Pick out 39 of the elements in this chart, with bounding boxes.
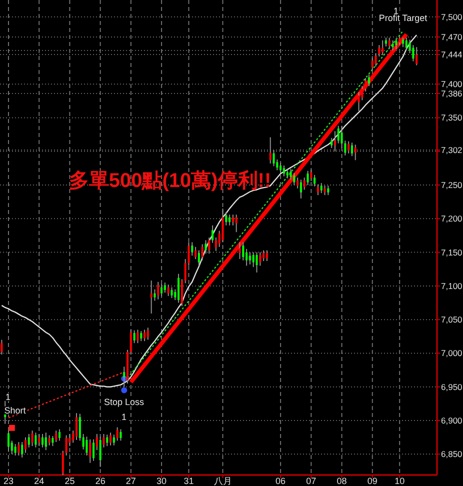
y-tick-label: 7,100 [441, 280, 463, 291]
y-tick-label: 7,150 [441, 247, 463, 258]
y-tick-label: 7,050 [441, 314, 463, 325]
x-tick-label: 10 [394, 476, 405, 486]
y-tick-label: 7,386 [441, 88, 463, 99]
y-tick-label: 7,470 [441, 32, 463, 42]
x-tick-label: 08 [336, 476, 347, 486]
x-tick-label: 07 [306, 476, 316, 486]
x-tick-label: 24 [34, 476, 44, 486]
y-tick-label: 7,400 [441, 79, 463, 90]
x-tick-label: 31 [184, 476, 194, 486]
annotation: Stop Loss [104, 397, 145, 407]
x-tick-label: 23 [3, 476, 14, 486]
y-tick-label: 7,250 [441, 180, 463, 190]
x-tick-label: 27 [126, 476, 136, 486]
y-tick-label: 6,850 [441, 449, 463, 460]
x-tick-label: 25 [64, 476, 75, 486]
annotation: 1 [393, 6, 399, 16]
x-tick-label: 26 [95, 476, 106, 486]
point [8, 424, 15, 431]
annotation: Short [4, 405, 26, 416]
x-tick-label: 06 [276, 476, 286, 486]
x-tick-label: 09 [367, 476, 378, 486]
y-tick-label: 7,302 [441, 145, 463, 156]
y-tick-label: 6,950 [441, 382, 463, 392]
y-tick-label: 7,200 [441, 214, 463, 224]
y-tick-label: 7,350 [441, 112, 463, 123]
x-tick-label: 八月 [214, 476, 232, 486]
annotation: 1 [5, 392, 11, 402]
annotation: 1 [121, 412, 127, 422]
y-tick-label: 7,500 [441, 12, 463, 22]
annotation: 多單500點(10萬)停利!! [68, 169, 272, 192]
y-tick-label: 7,444 [441, 49, 463, 60]
point [121, 387, 128, 394]
y-tick-label: 7,000 [441, 348, 463, 358]
y-tick-label: 6,900 [441, 416, 463, 426]
line-series [1, 34, 418, 388]
annotation: Profit Target [378, 13, 428, 23]
x-tick-label: 30 [156, 476, 167, 486]
